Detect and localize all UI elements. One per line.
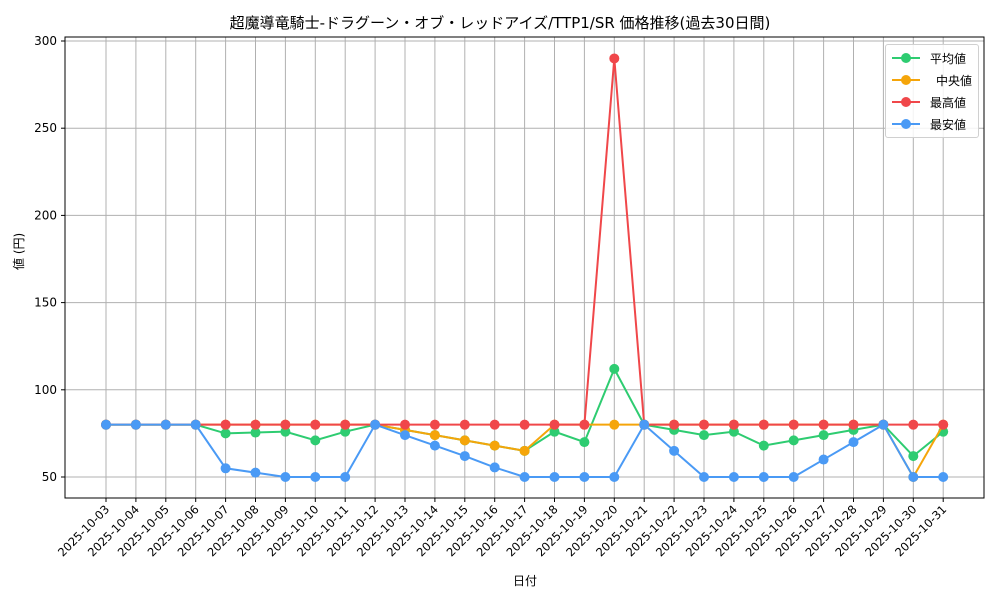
data-point bbox=[788, 472, 799, 482]
data-point bbox=[280, 472, 291, 482]
legend-label: 最安値 bbox=[930, 117, 967, 132]
data-point bbox=[190, 419, 201, 430]
legend-label: 中央値 bbox=[936, 73, 973, 88]
data-point bbox=[818, 430, 829, 441]
data-point bbox=[549, 426, 560, 437]
data-point bbox=[669, 419, 680, 430]
data-point bbox=[728, 419, 739, 430]
data-point bbox=[818, 454, 829, 465]
data-point bbox=[579, 472, 590, 482]
legend-item-min: 最安値 bbox=[886, 113, 978, 135]
data-point bbox=[908, 451, 919, 462]
data-point bbox=[459, 435, 470, 446]
data-point bbox=[519, 419, 530, 430]
legend-swatch-icon bbox=[892, 119, 920, 129]
data-point bbox=[669, 445, 680, 456]
plot-frame bbox=[64, 36, 985, 499]
data-point bbox=[609, 53, 620, 64]
data-point bbox=[908, 472, 919, 482]
data-point bbox=[878, 419, 889, 430]
data-point bbox=[429, 440, 440, 451]
legend-swatch-icon bbox=[892, 53, 920, 63]
legend-swatch-icon bbox=[892, 97, 920, 107]
data-point bbox=[340, 426, 351, 437]
y-tick-label: 200 bbox=[34, 208, 57, 222]
y-tick-label: 250 bbox=[34, 121, 57, 135]
data-point bbox=[340, 419, 351, 430]
legend-item-average: 平均値 bbox=[886, 47, 978, 69]
data-point bbox=[250, 427, 261, 438]
data-point bbox=[160, 419, 171, 430]
data-point bbox=[788, 435, 799, 446]
data-point bbox=[758, 419, 769, 430]
data-point bbox=[310, 419, 321, 430]
y-tick-label: 150 bbox=[34, 296, 57, 310]
legend-item-max: 最高値 bbox=[886, 91, 978, 113]
data-point bbox=[758, 472, 769, 482]
data-point bbox=[250, 419, 261, 430]
data-point bbox=[280, 426, 291, 437]
data-point bbox=[699, 472, 709, 482]
data-point bbox=[340, 472, 351, 482]
data-point bbox=[699, 419, 709, 430]
x-axis-label: 日付 bbox=[512, 574, 537, 588]
data-point bbox=[489, 419, 500, 430]
data-point bbox=[938, 419, 949, 430]
data-point bbox=[400, 419, 410, 430]
data-point bbox=[130, 419, 141, 430]
data-point bbox=[938, 472, 949, 482]
data-point bbox=[758, 440, 769, 451]
series-line bbox=[101, 419, 949, 482]
data-point bbox=[609, 363, 620, 374]
data-point bbox=[310, 435, 321, 446]
y-tick-label: 100 bbox=[34, 383, 57, 397]
data-point bbox=[579, 437, 590, 448]
data-point bbox=[639, 419, 650, 430]
data-point bbox=[579, 419, 590, 430]
chart-title: 超魔導竜騎士-ドラグーン・オブ・レッドアイズ/TTP1/SR 価格推移(過去30… bbox=[229, 14, 771, 32]
y-tick-label: 300 bbox=[34, 34, 57, 48]
data-point bbox=[459, 451, 470, 462]
data-point bbox=[489, 440, 500, 451]
data-point bbox=[400, 430, 410, 441]
data-point bbox=[489, 462, 500, 473]
data-point bbox=[459, 419, 470, 430]
data-point bbox=[519, 472, 530, 482]
data-point bbox=[370, 419, 381, 430]
data-point bbox=[519, 445, 530, 456]
data-point bbox=[699, 430, 709, 441]
data-point bbox=[310, 472, 321, 482]
data-point bbox=[848, 437, 859, 448]
data-point bbox=[250, 467, 261, 478]
legend: 平均値 中央値 最高値 最安値 bbox=[885, 44, 979, 138]
data-point bbox=[609, 419, 620, 430]
data-point bbox=[549, 472, 560, 482]
data-point bbox=[220, 428, 231, 439]
legend-label: 最高値 bbox=[930, 95, 967, 110]
data-point bbox=[609, 472, 620, 482]
data-point bbox=[429, 419, 440, 430]
data-point bbox=[101, 419, 111, 430]
data-point bbox=[848, 419, 859, 430]
y-tick-label: 50 bbox=[42, 470, 57, 484]
legend-item-median: 中央値 bbox=[886, 69, 978, 91]
y-axis-label: 値 (円) bbox=[12, 232, 26, 270]
data-point bbox=[788, 419, 799, 430]
legend-label: 平均値 bbox=[930, 51, 967, 66]
legend-swatch-icon bbox=[892, 75, 920, 85]
data-point bbox=[549, 419, 560, 430]
data-point bbox=[220, 463, 231, 474]
data-point bbox=[728, 472, 739, 482]
data-point bbox=[429, 430, 440, 441]
data-point bbox=[818, 419, 829, 430]
data-point bbox=[280, 419, 291, 430]
data-point bbox=[728, 426, 739, 437]
data-point bbox=[220, 419, 231, 430]
data-point bbox=[908, 419, 919, 430]
